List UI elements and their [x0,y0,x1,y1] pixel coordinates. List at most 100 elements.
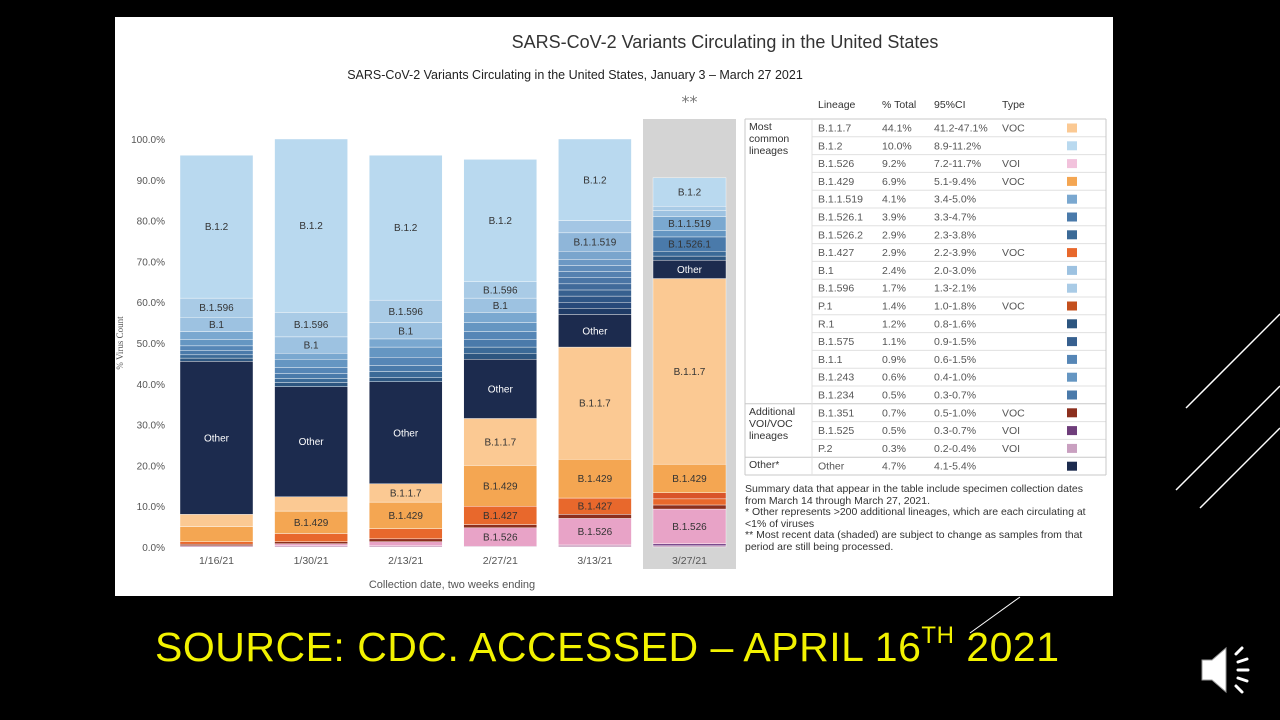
deco-line-3 [1199,427,1280,509]
bar-segment [558,220,632,234]
bar-segment [274,359,348,368]
bar-segment [558,295,632,303]
segment-label: B.1.596 [388,307,423,318]
table-cell-ci: 8.9-11.2% [934,140,981,152]
table-cell-lineage: B.1.575 [818,336,854,348]
bar-segment [368,371,443,378]
bar-segment [558,314,632,348]
bar-segment [368,365,443,372]
table-cell-pct: 0.6% [882,372,906,384]
segment-label: B.1.2 [678,188,702,199]
legend-swatch [1067,159,1077,169]
bar-segment [558,302,632,309]
shaded-marker: ** [682,92,698,111]
bar-segment [179,354,254,359]
table-cell-pct: 4.1% [882,194,906,206]
y-tick-label: 100.0% [131,135,165,146]
legend-swatch [1067,354,1077,364]
segment-label: B.1.1.519 [668,219,711,230]
bar-segment [652,210,727,217]
legend-swatch [1067,301,1077,311]
bar-segment [558,346,632,460]
segment-label: B.1.429 [483,481,518,492]
bar-segment [274,367,348,374]
table-cell-pct: 1.1% [882,336,906,348]
bar-segment [274,382,348,387]
table-cell-ci: 5.1-9.4% [934,176,976,188]
table-cell-lineage: R.1 [818,318,835,330]
bar-segment [652,508,727,544]
source-year: 2021 [954,624,1060,670]
bar-segment [463,524,537,529]
table-cell-lineage: B.1.2 [818,140,843,152]
bar-segment [368,155,443,301]
bar-segment [179,541,254,545]
bar-segment [274,543,348,546]
y-tick-label: 10.0% [137,502,165,513]
segment-label: B.1.1.7 [484,437,516,448]
table-cell-ci: 0.9-1.5% [934,336,976,348]
bar-segment [179,345,254,351]
bar-segment [558,459,632,499]
bar-segment [179,543,254,546]
table-cell-ci: 1.0-1.8% [934,301,976,313]
segment-label: B.1.596 [294,320,329,331]
table-cell-ci: 0.3-0.7% [934,390,976,402]
table-cell-type: VOC [1002,301,1025,313]
chart-area: ** 0.0% 10.0% 20.0% 30.0% 40.0% 50.0% 60.0% 70.0… [115,92,1107,591]
deco-line-2 [1175,385,1280,491]
y-tick-label: 30.0% [137,421,165,432]
decorative-lines [1175,313,1280,509]
bar-segment [179,357,254,362]
bar-segment [179,514,254,527]
chart-title: SARS-CoV-2 Variants Circulating in the U… [511,32,939,52]
x-tick-label: 1/30/21 [294,555,329,567]
bar-segment [463,418,537,466]
bar-segment [652,230,727,238]
bar-segment [368,381,443,484]
speaker-icon[interactable] [1196,640,1266,700]
table-cell-lineage: P.1 [818,301,833,313]
segment-label: B.1.429 [294,518,329,529]
bar-segment [558,283,632,291]
bar-segment [652,504,727,510]
bar-segment [652,463,727,493]
table-header: Lineage [818,99,856,111]
segment-label: B.1.2 [583,175,607,186]
table-cell-ci: 7.2-11.7% [934,158,981,170]
x-axis-label: Collection date, two weeks ending [369,579,535,591]
x-tick-label: 1/16/21 [199,555,234,567]
y-tick-label: 80.0% [137,217,165,228]
table-cell-ci: 0.8-1.6% [934,318,976,330]
table-cell-pct: 2.9% [882,229,906,241]
segment-label: B.1.526.1 [668,240,711,251]
table-cell-pct: 10.0% [882,140,912,152]
bar-segment [558,289,632,297]
table-cell-type: VOC [1002,123,1025,135]
table-cell-ci: 3.3-4.7% [934,212,976,224]
bar-segment [652,543,727,546]
table-cell-type: VOI [1002,443,1020,455]
table-cell-lineage: B.1.1 [818,354,843,366]
y-tick-label: 20.0% [137,461,165,472]
table-cell-pct: 0.5% [882,425,906,437]
source-text: SOURCE: CDC. ACCESSED – APRIL 16 [155,624,922,670]
bar-segment [558,271,632,278]
bar-segment [463,331,537,340]
bar-segment [463,322,537,332]
table-cell-lineage: B.1.525 [818,425,854,437]
bar-segment [368,541,443,546]
legend-swatch [1067,426,1077,436]
table-group-name: Most [749,121,772,133]
legend-swatch [1067,176,1077,186]
bar-segment [463,346,537,354]
segment-label: Other [299,437,325,448]
speaker-body-icon [1201,646,1227,694]
bar-segment [179,331,254,340]
table-header: 95%CI [934,99,966,111]
table-cell-ci: 1.3-2.1% [934,283,976,295]
segment-label: B.1.427 [483,511,518,522]
table-cell-ci: 2.2-3.9% [934,247,976,259]
table-header: Type [1002,99,1025,111]
segment-label: B.1.1.7 [674,367,706,378]
